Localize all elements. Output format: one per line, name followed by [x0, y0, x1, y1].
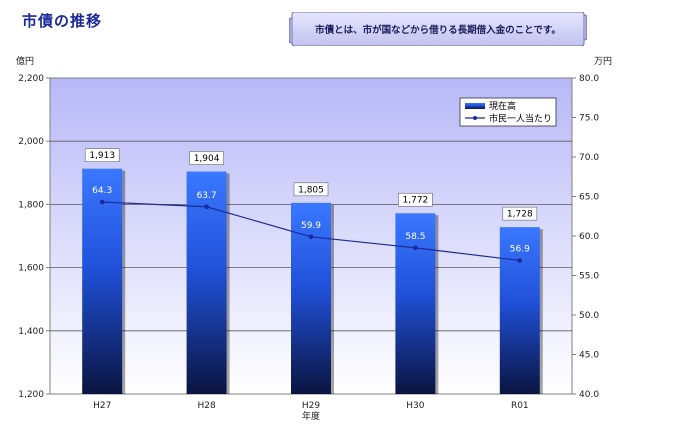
y-right-tick-label: 60.0	[579, 232, 599, 242]
line-point	[204, 204, 209, 210]
bar	[499, 227, 540, 394]
y-left-tick-label: 1,400	[18, 327, 44, 337]
y-right-unit-label: 万円	[594, 56, 612, 67]
bar-value-label: 1,904	[194, 154, 220, 164]
bar-value-label: 1,913	[89, 151, 115, 161]
bar-value-label: 1,805	[298, 185, 324, 195]
x-tick-label: H28	[197, 401, 215, 411]
legend-bar-label: 現在高	[489, 100, 516, 112]
banner-text: 市債とは、市が国などから借りる長期借入金のことです。	[315, 25, 561, 36]
bar-shadow	[85, 170, 126, 394]
legend-bar-swatch	[465, 103, 485, 109]
y-right-tick-label: 65.0	[579, 193, 599, 203]
bar-value-box	[189, 151, 224, 165]
x-tick-label: R01	[511, 401, 529, 411]
legend-line-label: 市民一人当たり	[489, 113, 552, 125]
y-left-tick-label: 2,200	[18, 74, 44, 84]
bar-value-label: 1,772	[403, 196, 429, 206]
y-right-tick-label: 70.0	[579, 153, 599, 163]
plot-area	[49, 77, 573, 395]
y-left-tick-label: 2,000	[18, 137, 44, 147]
line-value-label: 59.9	[301, 221, 321, 231]
line-point	[413, 245, 418, 251]
x-axis-title: 年度	[302, 410, 320, 422]
y-left-tick-label: 1,600	[18, 264, 44, 274]
bar-value-box	[502, 206, 538, 221]
bar	[82, 168, 123, 394]
line-point	[308, 234, 314, 240]
banner-scroll-shape	[288, 11, 588, 47]
line-point	[517, 258, 523, 263]
bar-value-label: 1,728	[507, 210, 533, 220]
bar	[395, 213, 436, 394]
line-value-label: 56.9	[510, 244, 530, 254]
y-left-tick-label: 1,800	[18, 200, 44, 210]
bar-shadow	[189, 173, 230, 394]
bar	[186, 171, 227, 394]
y-right-tick-label: 55.0	[579, 272, 599, 282]
series-line	[102, 201, 520, 262]
line-value-label: 64.3	[92, 186, 112, 196]
y-left-unit-label: 億円	[16, 55, 34, 67]
info-banner: 市債とは、市が国などから借りる長期借入金のことです。	[288, 11, 588, 47]
line-value-label: 63.7	[197, 191, 217, 201]
bar-value-box	[84, 148, 120, 162]
x-tick-label: H27	[93, 401, 111, 411]
legend-box	[459, 97, 557, 127]
line-point	[99, 199, 105, 205]
legend-line-marker	[473, 116, 477, 120]
y-left-tick-label: 1,200	[18, 390, 44, 400]
bar-value-box	[398, 192, 433, 207]
bar-shadow	[398, 215, 439, 394]
y-right-tick-label: 80.0	[579, 74, 599, 84]
y-right-tick-label: 40.0	[579, 390, 599, 400]
bar	[291, 202, 331, 394]
x-tick-label: H29	[302, 401, 320, 411]
page-title: 市債の推移	[22, 12, 103, 30]
line-value-label: 58.5	[405, 232, 425, 242]
y-right-tick-label: 50.0	[579, 311, 599, 321]
bar-shadow	[502, 229, 543, 394]
x-tick-label: H30	[406, 401, 424, 411]
bar-shadow	[294, 204, 334, 394]
y-right-tick-label: 45.0	[579, 351, 599, 361]
bar-value-box	[293, 182, 329, 197]
y-right-tick-label: 75.0	[579, 114, 599, 124]
